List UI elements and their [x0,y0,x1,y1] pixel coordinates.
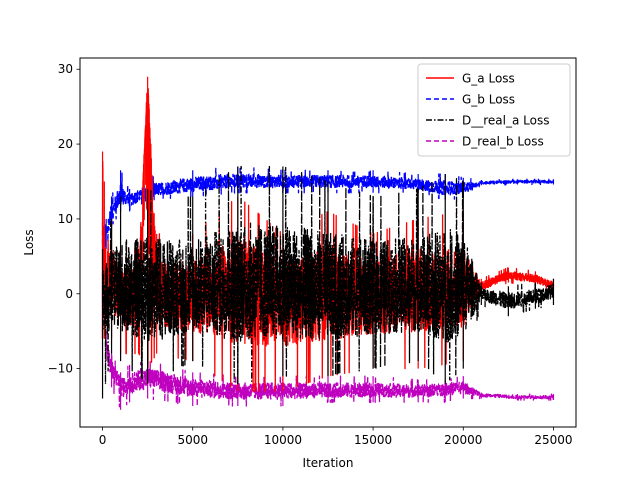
legend: G_a Loss G_b Loss D__real_a Loss D_real_b L… [417,63,571,157]
legend-label: G_a Loss [462,72,515,86]
axes-frame [79,57,577,428]
y-tick-label: 0 [65,287,73,301]
x-tick-label: 5000 [177,433,208,447]
legend-item: G_b Loss [426,93,515,107]
legend-item: D_real_b Loss [426,135,544,149]
y-tick-label: 30 [58,62,73,76]
x-tick-label: 25000 [534,433,572,447]
y-axis-ticks: −10 0 10 20 30 [48,62,80,376]
x-tick-label: 0 [99,433,107,447]
x-tick-label: 10000 [264,433,302,447]
legend-label: G_b Loss [462,93,515,107]
legend-item: G_a Loss [426,72,515,86]
x-tick-label: 20000 [444,433,482,447]
y-tick-label: 20 [58,137,73,151]
y-tick-label: −10 [48,362,73,376]
series-layer [101,76,555,410]
x-axis-ticks: 0 5000 10000 15000 20000 25000 [99,427,573,447]
legend-label: D__real_a Loss [462,114,549,128]
x-tick-label: 15000 [354,433,392,447]
y-tick-label: 10 [58,212,73,226]
x-axis-label: Iteration [303,456,354,470]
legend-item: D__real_a Loss [426,114,549,128]
y-axis-label: Loss [22,229,36,255]
series-d-real-a-loss [101,165,555,399]
legend-label: D_real_b Loss [462,135,544,149]
legend-box [417,63,571,157]
